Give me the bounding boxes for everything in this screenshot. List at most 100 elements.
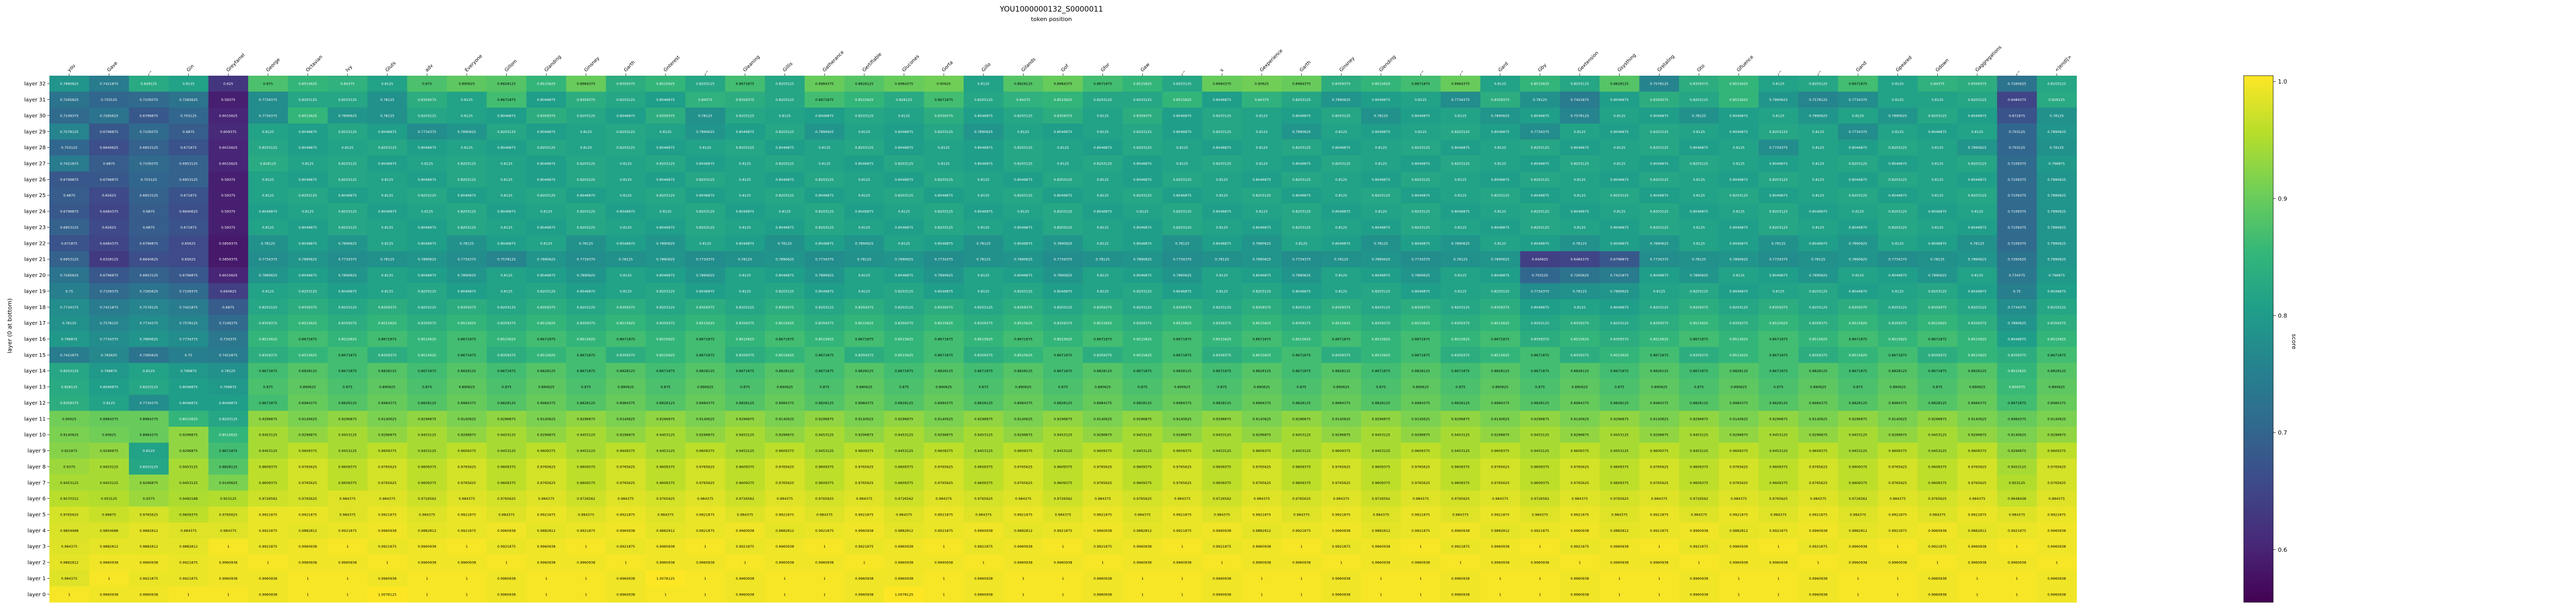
- cell-value-label: 0.9609375: [656, 465, 674, 469]
- cell-value-label: 0.8203125: [299, 193, 317, 198]
- cell-value-label: 0.8515625: [1173, 321, 1191, 325]
- cell-value-label: 0.9921875: [1491, 513, 1509, 517]
- cell-value-label: 0.8125: [1455, 289, 1467, 293]
- heatmap-cell: [924, 235, 964, 252]
- cell-value-label: 0.9960938: [1570, 577, 1589, 581]
- cell-value-label: 1: [466, 577, 468, 581]
- heatmap-cell: [49, 139, 90, 156]
- cell-value-label: 0.7890625: [418, 258, 436, 262]
- cell-value-label: 0.8203125: [815, 305, 834, 310]
- cell-value-label: 0.8671875: [974, 369, 993, 373]
- x-tick-label: Gretaling: [1657, 54, 1675, 73]
- cell-value-label: 0.9453125: [1849, 433, 1867, 437]
- heatmap-cell: [725, 235, 765, 252]
- cell-value-label: 0.9453125: [418, 449, 436, 453]
- heatmap-cell: [1003, 235, 1044, 252]
- heatmap-cell: [1122, 203, 1163, 220]
- heatmap-cell: [447, 155, 487, 172]
- cell-value-label: 0.890625: [300, 385, 316, 389]
- cell-value-label: 0.8515625: [1968, 353, 1986, 357]
- cell-value-label: 0.6875: [182, 130, 195, 134]
- heatmap-cell: [1798, 107, 1838, 124]
- cell-value-label: 1: [1539, 577, 1541, 581]
- heatmap-cell: [566, 171, 607, 188]
- cell-value-label: 0.8125: [898, 210, 910, 214]
- heatmap-cell: [1321, 76, 1362, 92]
- cell-value-label: 0.8515625: [2008, 369, 2026, 373]
- cell-value-label: 0.9765625: [457, 465, 476, 469]
- x-tick-label: Ivy: [345, 64, 354, 73]
- cell-value-label: 0.8203125: [1014, 146, 1033, 150]
- cell-value-label: 0.8046875: [815, 289, 834, 293]
- heatmap-cell: [1162, 171, 1203, 188]
- cell-value-label: 0.8046875: [1252, 225, 1271, 230]
- cell-value-label: 0.875: [978, 385, 988, 389]
- cell-value-label: 0.8125: [580, 146, 592, 150]
- cell-value-label: 0.78125: [1215, 258, 1229, 262]
- cell-value-label: 0.8046875: [1888, 273, 1907, 277]
- cell-value-label: 0.8828125: [935, 369, 953, 373]
- cell-value-label: 0.8046875: [696, 162, 714, 166]
- cell-value-label: 0.9726562: [418, 497, 436, 501]
- cell-value-label: 0.8046875: [1968, 178, 1986, 182]
- heatmap-cell: [129, 203, 169, 220]
- cell-value-label: 0.8046875: [1014, 178, 1033, 182]
- cell-value-label: 0.8359375: [1928, 353, 1947, 357]
- heatmap-cell: [606, 76, 646, 92]
- cell-value-label: 0.984375: [180, 529, 197, 533]
- cell-value-label: 0.6015625: [219, 273, 238, 277]
- cell-value-label: 0.8203125: [299, 98, 317, 102]
- cell-value-label: 0.7890625: [1014, 258, 1033, 262]
- cell-value-label: 0.8203125: [1213, 114, 1231, 118]
- cell-value-label: 0.984375: [1095, 497, 1111, 501]
- cell-value-label: 0.9960938: [1610, 561, 1629, 565]
- cell-value-label: 0.9453125: [974, 449, 993, 453]
- cell-value-label: 0.7890625: [1054, 241, 1072, 245]
- cell-value-label: 0.9609375: [1610, 465, 1629, 469]
- heatmap-cell: [685, 187, 725, 204]
- heatmap-cell: [924, 203, 964, 220]
- cell-value-label: 0.8828125: [219, 465, 238, 469]
- cell-value-label: 0.8125: [262, 193, 274, 198]
- heatmap-cell: [963, 76, 1004, 92]
- cell-value-label: 0.8203125: [2048, 305, 2066, 310]
- heatmap-cell: [1639, 235, 1680, 252]
- cell-value-label: 0.8671875: [1332, 337, 1351, 342]
- cell-value-label: 1: [1499, 577, 1501, 581]
- cell-value-label: 0.9765625: [299, 465, 317, 469]
- heatmap-cell: [1719, 91, 1759, 108]
- x-tick-label: Everyone: [464, 54, 484, 73]
- cell-value-label: 0.8203125: [1173, 225, 1191, 230]
- heatmap-cell: [764, 139, 805, 156]
- cell-value-label: 0.9296875: [935, 433, 953, 437]
- cell-value-label: 0.8203125: [418, 305, 436, 310]
- cell-value-label: 0.7265625: [60, 98, 78, 102]
- cell-value-label: 0.8203125: [1888, 178, 1907, 182]
- heatmap-cell: [367, 155, 407, 172]
- cell-value-label: 0.8125: [977, 273, 989, 277]
- cell-value-label: 0.9960938: [775, 544, 794, 549]
- heatmap-cell: [1281, 171, 1322, 188]
- heatmap-cell: [685, 91, 725, 108]
- cell-value-label: 0.90625: [937, 82, 951, 86]
- y-tick-label: layer 25: [24, 193, 46, 199]
- cell-value-label: 0.9960938: [1252, 561, 1271, 565]
- cell-value-label: 0.8125: [699, 241, 711, 245]
- cell-value-label: 0.9726562: [1372, 497, 1390, 501]
- heatmap-cell: [208, 107, 249, 124]
- heatmap-cell: [1321, 251, 1362, 268]
- cell-value-label: 0.9960938: [299, 561, 317, 565]
- cell-value-label: 0.9960938: [1928, 592, 1947, 596]
- cell-value-label: 0.8671875: [219, 449, 238, 453]
- cell-value-label: 0.8125: [1613, 210, 1626, 214]
- cell-value-label: 0.8203125: [696, 178, 714, 182]
- cell-value-label: 0.8515625: [1372, 82, 1390, 86]
- heatmap-cell: [1281, 124, 1322, 140]
- heatmap-cell: [963, 203, 1004, 220]
- cell-value-label: 0.8359375: [895, 321, 913, 325]
- cell-value-label: 0.7421875: [1610, 273, 1629, 277]
- cell-value-label: 0.984375: [896, 513, 912, 517]
- cell-value-label: 0.8671875: [1292, 369, 1311, 373]
- cell-value-label: 0.8359375: [378, 305, 396, 310]
- cell-value-label: 0.6328125: [100, 258, 118, 262]
